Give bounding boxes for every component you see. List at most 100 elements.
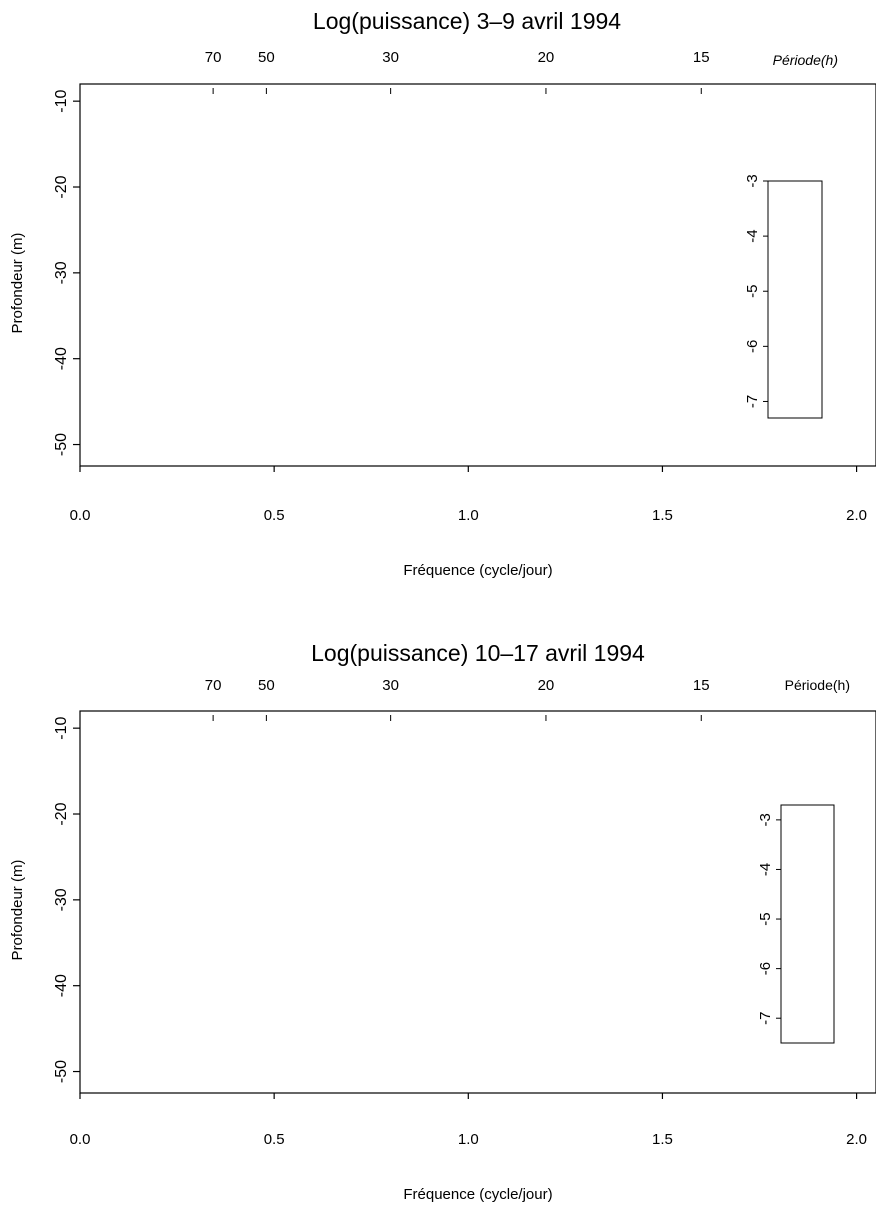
y-tick-label: -30 — [53, 261, 70, 284]
y-tick-label: -30 — [53, 888, 70, 911]
colorbar-step — [768, 240, 822, 246]
heatmap-cell — [254, 728, 313, 1081]
colorbar-step — [781, 1013, 834, 1019]
top-tick-label: 70 — [205, 677, 222, 694]
top-tick-label: 15 — [693, 49, 710, 66]
colorbar-step — [768, 269, 822, 276]
y-axis-label: Profondeur (m) — [9, 233, 26, 334]
colorbar-step — [768, 393, 822, 399]
colorbar: -3 -4 -5 -6 -7 — [744, 174, 823, 419]
colorbar-step — [768, 264, 822, 271]
colorbar-step — [781, 904, 834, 910]
colorbar-tick-label: -3 — [757, 813, 774, 826]
top-tick-label: 30 — [382, 677, 399, 694]
top-axis-label: Période(h) — [773, 52, 838, 68]
colorbar-step — [781, 869, 834, 876]
y-tick-label: -50 — [53, 433, 70, 456]
top-axis-ticks: 70 50 30 20 15 — [205, 49, 710, 94]
colorbar-step — [768, 185, 822, 192]
colorbar-step — [781, 909, 834, 915]
colorbar-step — [781, 859, 834, 866]
colorbar-step — [768, 284, 822, 291]
colorbar-step — [781, 839, 834, 846]
colorbar-step — [768, 368, 822, 375]
colorbar-step — [781, 829, 834, 836]
heatmap-cell — [130, 101, 174, 454]
top-tick-label: 70 — [205, 49, 222, 66]
colorbar-step — [768, 190, 822, 197]
colorbar-step — [781, 988, 834, 995]
colorbar-tick-label: -5 — [757, 912, 774, 925]
colorbar-step — [781, 899, 834, 905]
colorbar-step — [768, 235, 822, 241]
top-tick-label: 30 — [382, 49, 399, 66]
chart-title: Log(puissance) 3–9 avril 1994 — [313, 8, 621, 34]
colorbar-step — [768, 358, 822, 365]
colorbar-step — [781, 983, 834, 990]
colorbar-step — [781, 849, 834, 856]
colorbar-step — [768, 289, 822, 296]
colorbar-tick-label: -7 — [744, 395, 761, 408]
y-axis-ticks: -10 -20 -30 -40 -50 — [53, 717, 80, 1083]
top-tick-label: 50 — [258, 677, 275, 694]
colorbar-step — [768, 324, 822, 330]
colorbar-step — [781, 844, 834, 851]
colorbar-step — [768, 343, 822, 350]
colorbar-step — [781, 819, 834, 826]
colorbar-step — [768, 230, 822, 236]
colorbar-step — [768, 378, 822, 385]
colorbar-tick-label: -4 — [744, 229, 761, 242]
x-tick-label: 1.0 — [458, 1131, 479, 1148]
y-axis-ticks: -10 -20 -30 -40 -50 — [53, 90, 80, 456]
colorbar-step — [768, 363, 822, 370]
colorbar-step — [781, 968, 834, 975]
colorbar-step — [781, 864, 834, 871]
colorbar-step — [781, 973, 834, 980]
colorbar-step — [768, 413, 822, 419]
heatmap-field — [130, 101, 682, 454]
colorbar-tick-label: -4 — [757, 863, 774, 876]
colorbar-step — [781, 809, 834, 816]
colorbar-step — [781, 874, 834, 880]
y-tick-label: -10 — [53, 90, 70, 113]
x-tick-label: 2.0 — [846, 1131, 867, 1148]
x-tick-label: 0.0 — [70, 507, 91, 524]
colorbar-step — [781, 948, 834, 955]
colorbar-step — [768, 181, 822, 187]
colorbar-step — [781, 993, 834, 999]
heatmap-field — [130, 728, 682, 1081]
x-tick-label: 0.5 — [264, 1131, 285, 1148]
colorbar-step — [768, 299, 822, 306]
colorbar-step — [768, 353, 822, 360]
chart-panel-1: Log(puissance) 3–9 avril 1994 Période(h)… — [9, 8, 876, 579]
colorbar-step — [768, 245, 822, 251]
colorbar-step — [781, 958, 834, 965]
colorbar-step — [781, 928, 834, 935]
colorbar-step — [768, 398, 822, 404]
colorbar-step — [768, 408, 822, 414]
colorbar-step — [768, 309, 822, 315]
colorbar-step — [768, 314, 822, 320]
colorbar-step — [781, 1023, 834, 1029]
y-tick-label: -20 — [53, 175, 70, 198]
heatmap-cell — [165, 728, 197, 1081]
colorbar-step — [781, 894, 834, 900]
heatmap-cell — [173, 307, 255, 454]
colorbar-step — [768, 319, 822, 325]
colorbar-step — [781, 943, 834, 950]
top-tick-label: 20 — [538, 677, 555, 694]
x-axis-label: Fréquence (cycle/jour) — [403, 562, 552, 579]
x-tick-label: 1.5 — [652, 507, 673, 524]
colorbar-step — [768, 225, 822, 231]
colorbar-step — [768, 255, 822, 261]
colorbar-step — [781, 824, 834, 831]
colorbar-step — [768, 304, 822, 310]
heatmap-cell — [196, 728, 255, 1081]
colorbar-step — [768, 334, 822, 340]
top-tick-label: 50 — [258, 49, 275, 66]
colorbar-frame — [780, 804, 835, 1044]
colorbar-step — [768, 250, 822, 256]
colorbar-tick-label: -5 — [744, 285, 761, 298]
colorbar-step — [781, 884, 834, 890]
x-tick-label: 0.0 — [70, 1131, 91, 1148]
